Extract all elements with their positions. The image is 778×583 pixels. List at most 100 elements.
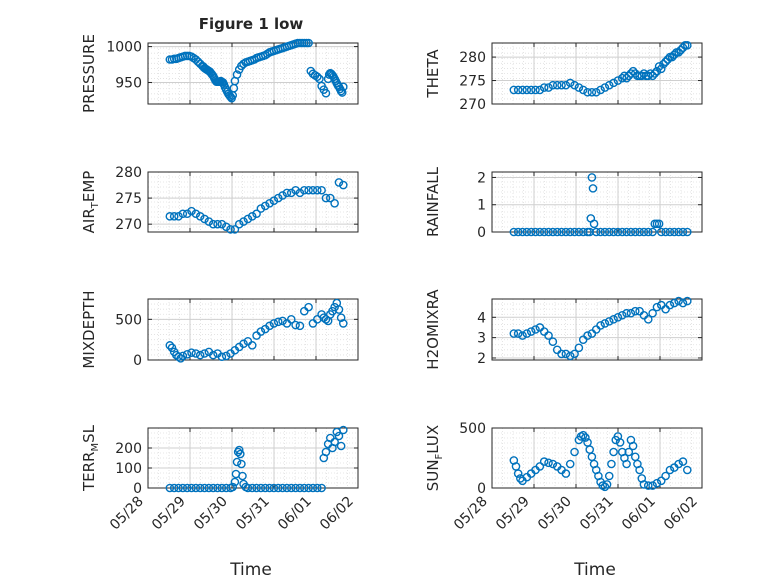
subplot-h2omixra: 2 3 4 H2OMIXRA: [424, 289, 703, 370]
data-point: [570, 80, 579, 90]
data-point: [643, 481, 653, 490]
data-point: [522, 329, 532, 338]
data-point: [535, 227, 545, 237]
data-point: [229, 83, 239, 93]
data-point: [609, 315, 618, 324]
data-point: [531, 227, 540, 237]
data-point: [338, 319, 348, 328]
data-point: [304, 302, 313, 312]
data-point: [330, 437, 339, 447]
data-point: [217, 352, 227, 362]
data-point: [273, 317, 283, 327]
data-point: [304, 483, 313, 493]
data-point: [678, 227, 688, 237]
data-point: [187, 348, 196, 357]
data-point: [304, 38, 313, 48]
y-axis-label: THETA: [424, 49, 442, 99]
data-point: [304, 185, 313, 195]
data-point: [656, 64, 666, 74]
data-point: [587, 87, 597, 97]
data-point: [659, 59, 668, 69]
data-point: [234, 445, 244, 455]
data-point: [228, 482, 238, 492]
data-point: [548, 459, 558, 469]
data-point: [557, 80, 566, 90]
data-point: [674, 296, 683, 306]
data-point: [544, 227, 553, 237]
data-point: [247, 483, 257, 493]
data-point: [330, 199, 339, 208]
data-point: [221, 222, 231, 232]
data-point: [574, 227, 584, 237]
data-point: [604, 227, 614, 237]
data-point: [165, 483, 175, 493]
data-point: [191, 209, 201, 219]
data-point: [256, 204, 266, 213]
data-point: [295, 483, 305, 493]
data-point: [236, 449, 245, 459]
data-point: [665, 465, 675, 475]
axes-box: [147, 42, 359, 105]
data-point: [338, 82, 348, 92]
data-point: [665, 300, 675, 310]
data-point: [193, 57, 203, 66]
data-point: [256, 483, 266, 493]
data-point: [286, 315, 296, 324]
data-point: [617, 227, 627, 237]
data-point: [574, 343, 584, 353]
data-point: [208, 483, 218, 493]
data-point: [600, 319, 610, 328]
data-point: [239, 217, 248, 226]
axes-box: [491, 42, 703, 105]
data-point: [548, 80, 558, 90]
data-point: [602, 480, 612, 489]
data-point: [308, 319, 318, 328]
data-point: [596, 321, 605, 330]
data-point: [299, 185, 309, 195]
y-tick-label: 270: [459, 97, 486, 113]
data-point: [596, 227, 605, 237]
data-point: [565, 459, 575, 469]
data-point: [178, 209, 188, 219]
data-point: [591, 325, 601, 334]
data-point: [548, 337, 558, 347]
data-point: [230, 225, 240, 234]
data-point: [570, 227, 579, 237]
x-tick-label: 05/29: [493, 494, 533, 534]
data-point: [321, 88, 331, 98]
data-point: [591, 227, 601, 237]
data-point: [321, 193, 331, 203]
data-point: [336, 313, 346, 323]
data-point: [213, 483, 222, 493]
data-point: [230, 477, 240, 487]
data-point: [609, 78, 618, 88]
data-point: [663, 55, 673, 64]
subplot-sun_flux: 0 500 05/28 05/29 05/30 05/31 06/01 06/02 SUNFLU…: [424, 421, 703, 534]
data-point: [544, 83, 553, 92]
data-point: [583, 87, 592, 97]
x-tick-label: 05/30: [535, 494, 575, 534]
data-point: [239, 339, 248, 349]
x-axis-label-right: Time: [573, 560, 616, 580]
data-point: [639, 480, 649, 489]
data-point: [683, 296, 692, 306]
y-tick-label: 275: [115, 191, 142, 207]
y-tick-label: 1000: [106, 40, 142, 56]
data-point: [565, 227, 575, 237]
data-point: [308, 185, 318, 195]
data-point: [669, 50, 679, 60]
y-tick-label: 0: [133, 353, 142, 369]
data-point: [552, 227, 562, 237]
data-point: [667, 52, 677, 62]
data-point: [513, 85, 523, 95]
data-point: [622, 73, 631, 83]
data-point: [252, 209, 261, 219]
data-point: [535, 323, 545, 332]
x-tick-label: 06/01: [619, 494, 659, 534]
data-point: [587, 329, 597, 338]
data-point: [557, 349, 566, 359]
data-point: [169, 483, 179, 493]
subplot-terr_msl: 0 100 200 05/28 05/29 05/30 05/31 06/01 06/02 TER…: [80, 424, 359, 533]
data-point: [630, 306, 640, 316]
